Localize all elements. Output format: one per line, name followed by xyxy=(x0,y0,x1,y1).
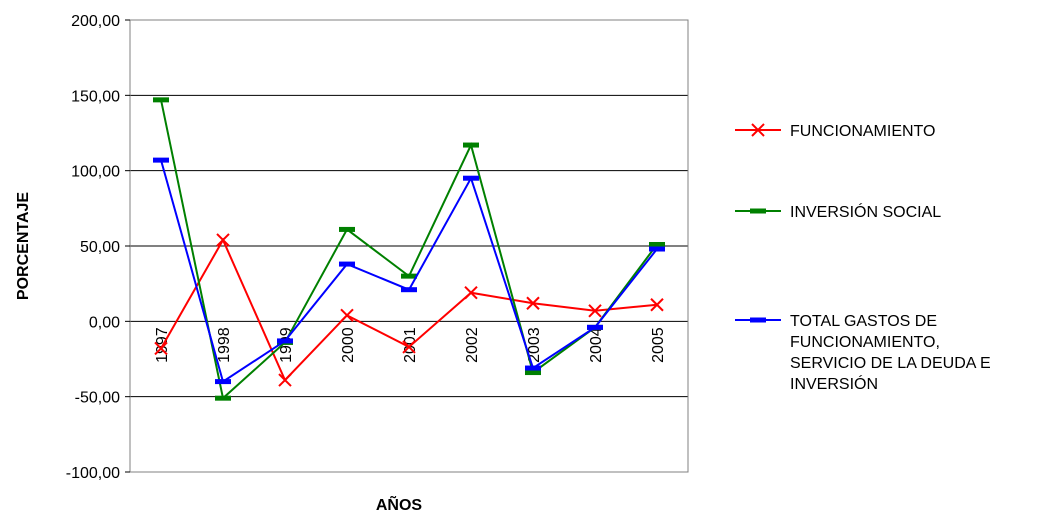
data-point xyxy=(526,296,540,310)
data-point xyxy=(463,142,479,148)
data-point xyxy=(215,379,231,385)
data-point xyxy=(650,298,664,312)
data-point xyxy=(750,208,766,214)
data-point xyxy=(587,324,603,330)
data-point xyxy=(649,241,665,247)
data-point xyxy=(154,341,168,356)
series-3 xyxy=(153,157,665,385)
data-point xyxy=(339,261,355,267)
legend-label: INVERSIÓN SOCIAL xyxy=(790,202,941,221)
data-point xyxy=(750,317,766,323)
data-point xyxy=(401,273,417,279)
y-tick-label: 200,00 xyxy=(71,13,120,30)
legend-label: FUNCIONAMIENTO xyxy=(790,123,935,140)
x-tick-label: 1998 xyxy=(216,327,233,363)
data-point xyxy=(339,226,355,232)
y-tick-label: -50,00 xyxy=(75,390,120,407)
y-axis: -100,00 -50,00 0,00 50,00 100,00 150,00 200,00 xyxy=(66,13,130,482)
data-point xyxy=(215,395,231,401)
x-tick-label: 2003 xyxy=(526,327,543,363)
gridlines xyxy=(130,94,688,398)
series-group xyxy=(153,97,665,401)
y-tick-label: 100,00 xyxy=(71,164,120,181)
data-point xyxy=(588,304,602,318)
legend-item: TOTAL GASTOS DE FUNCIONAMIENTO, SERVICIO D… xyxy=(735,313,991,393)
data-point xyxy=(751,123,765,137)
y-tick-label: -100,00 xyxy=(66,465,120,482)
data-point xyxy=(464,285,478,300)
legend-label: FUNCIONAMIENTO, xyxy=(790,334,940,351)
x-tick-label: 2002 xyxy=(464,327,481,363)
data-point xyxy=(216,233,230,247)
y-tick-label: 150,00 xyxy=(71,88,120,105)
legend: FUNCIONAMIENTO INVERSIÓN SOCIAL TOTAL GAST… xyxy=(735,123,991,393)
x-tick-label: 2005 xyxy=(650,327,667,363)
legend-item: INVERSIÓN SOCIAL xyxy=(735,202,941,221)
series-1 xyxy=(154,233,664,387)
data-point xyxy=(525,370,541,376)
x-tick-label: 1999 xyxy=(278,327,295,363)
data-point xyxy=(153,97,169,103)
y-axis-title: PORCENTAJE xyxy=(15,192,32,300)
data-point xyxy=(277,338,293,344)
legend-item: FUNCIONAMIENTO xyxy=(735,123,935,140)
data-point xyxy=(463,175,479,181)
data-point xyxy=(153,157,169,163)
data-point xyxy=(649,246,665,252)
legend-label: TOTAL GASTOS DE xyxy=(790,313,937,330)
x-tick-label: 2004 xyxy=(588,327,605,363)
x-tick-label: 2000 xyxy=(340,327,357,363)
data-point xyxy=(402,340,416,354)
data-point xyxy=(525,365,541,371)
data-point xyxy=(401,287,417,293)
y-tick-label: 0,00 xyxy=(89,314,120,331)
legend-label: INVERSIÓN xyxy=(790,374,878,393)
data-point xyxy=(278,373,292,387)
data-point xyxy=(340,308,354,323)
legend-label: SERVICIO DE LA DEUDA E xyxy=(790,355,991,372)
x-axis-title: AÑOS xyxy=(376,494,423,514)
y-tick-label: 50,00 xyxy=(80,239,120,256)
